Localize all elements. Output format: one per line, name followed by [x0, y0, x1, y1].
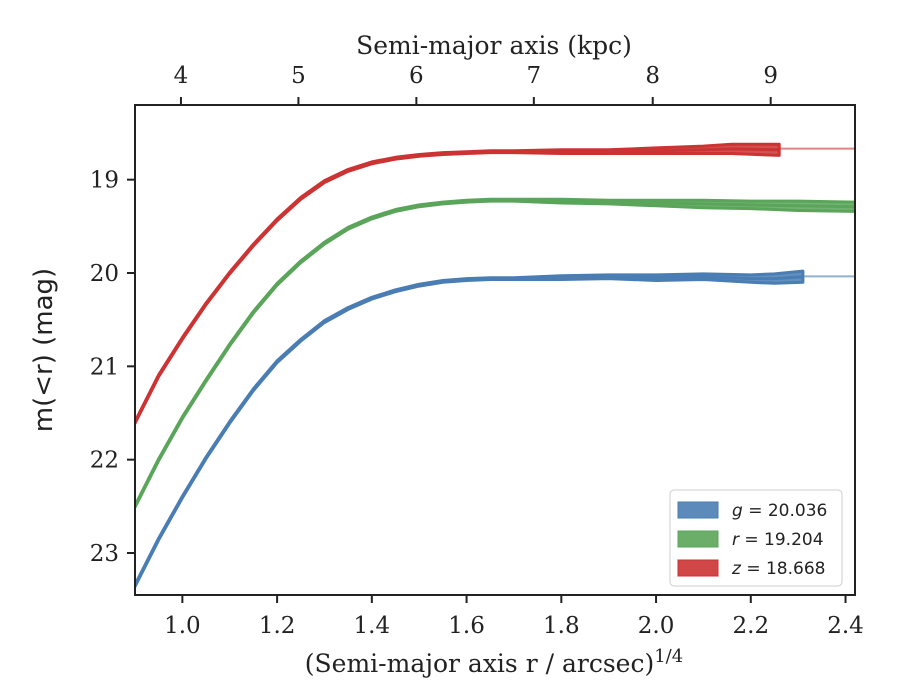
legend-swatch-r — [677, 530, 719, 548]
legend-label-r: r = 19.204 — [732, 530, 824, 550]
legend-label-z: z = 18.668 — [731, 559, 825, 579]
top-tick-label-6: 6 — [409, 63, 424, 89]
plot-area — [135, 142, 855, 589]
plot-frame — [134, 104, 856, 596]
legend-var-r: r — [732, 530, 740, 550]
top-tick-label-9: 9 — [763, 63, 778, 89]
y-tick-label-20: 20 — [90, 261, 119, 287]
top-tick-label-4: 4 — [174, 63, 189, 89]
series-line-z — [135, 147, 780, 423]
x-axis-label-exponent: 1/4 — [654, 646, 683, 667]
y-axis-label: m(<r) (mag) — [29, 268, 59, 432]
legend-swatch-z — [677, 559, 719, 577]
legend-label-g: g = 20.036 — [732, 501, 827, 521]
legend-var-g: g — [732, 501, 743, 521]
top-axis-label: Semi-major axis (kpc) — [356, 31, 632, 60]
y-tick-label-19: 19 — [90, 168, 119, 194]
top-tick-label-5: 5 — [291, 63, 306, 89]
legend-value-g: = 20.036 — [743, 501, 828, 521]
x-tick-label-1.4: 1.4 — [354, 613, 391, 639]
x-tick-label-2.2: 2.2 — [733, 613, 770, 639]
y-tick-label-22: 22 — [90, 448, 119, 474]
x-tick-label-2.0: 2.0 — [638, 613, 675, 639]
axes: 1.0 1.2 1.4 1.6 1.8 2.0 2.2 2.4 19 20 21 22 23 4 5 6 7 8 9 — [90, 63, 864, 639]
y-tick-label-21: 21 — [90, 354, 119, 380]
top-tick-label-7: 7 — [527, 63, 542, 89]
legend-var-z: z — [731, 559, 742, 579]
series-line-r — [135, 198, 855, 507]
x-axis-label: (Semi-major axis r / arcsec)1/4 — [305, 646, 683, 678]
x-tick-label-1.0: 1.0 — [164, 613, 201, 639]
x-tick-label-1.2: 1.2 — [259, 613, 296, 639]
legend-value-r: = 19.204 — [739, 530, 824, 550]
y-tick-label-23: 23 — [90, 541, 119, 567]
x-tick-label-2.4: 2.4 — [827, 613, 864, 639]
series-line-g — [135, 275, 804, 587]
legend-swatch-g — [677, 501, 719, 519]
x-axis-label-main: (Semi-major axis r / arcsec) — [305, 649, 654, 678]
legend-value-z: = 18.668 — [741, 559, 826, 579]
x-tick-label-1.8: 1.8 — [543, 613, 580, 639]
x-tick-label-1.6: 1.6 — [448, 613, 485, 639]
top-tick-label-8: 8 — [645, 63, 660, 89]
series-group — [135, 142, 855, 589]
